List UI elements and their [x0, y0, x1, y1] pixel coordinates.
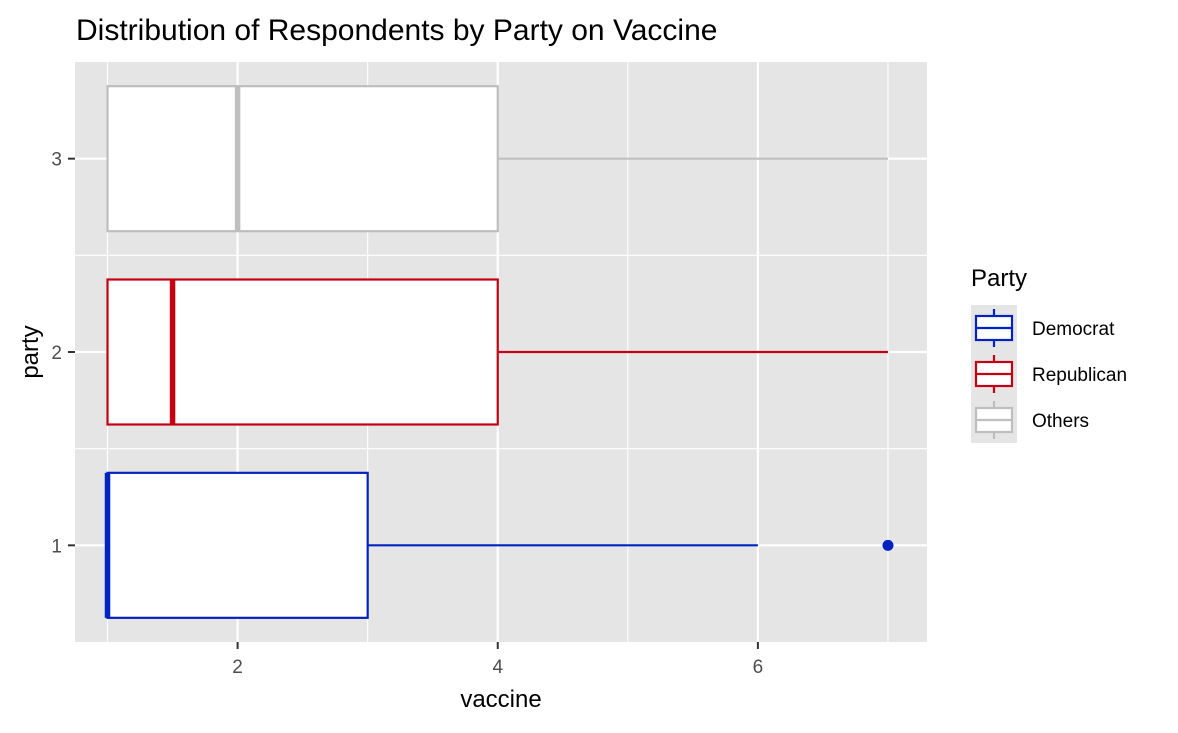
box-body	[106, 278, 499, 426]
y-axis-label: party	[17, 325, 44, 378]
legend-item-label: Republican	[1032, 365, 1127, 386]
legend-item-others: Others	[971, 397, 1089, 443]
legend-item-democrat: Democrat	[971, 305, 1115, 351]
box-republican	[106, 278, 888, 426]
x-tick-label: 2	[232, 657, 243, 678]
y-tick-label: 3	[51, 150, 62, 171]
chart-title: Distribution of Respondents by Party on …	[76, 14, 717, 47]
y-axis: 1 2 3	[51, 150, 75, 557]
legend: Party Democrat Republican Others	[971, 265, 1127, 443]
legend-item-label: Others	[1032, 411, 1089, 432]
outlier-point	[882, 539, 894, 551]
box-body	[106, 471, 369, 619]
legend-title: Party	[971, 265, 1027, 292]
legend-item-republican: Republican	[971, 351, 1127, 397]
box-group	[104, 85, 894, 619]
legend-items: Democrat Republican Others	[971, 305, 1127, 443]
y-tick-label: 1	[51, 536, 62, 557]
y-tick-label: 2	[51, 343, 62, 364]
box-body	[106, 85, 499, 233]
box-democrat	[104, 471, 894, 619]
x-tick-label: 6	[753, 657, 764, 678]
box-others	[106, 85, 888, 233]
x-axis: 2 4 6	[232, 642, 763, 678]
legend-item-label: Democrat	[1032, 319, 1115, 340]
x-tick-label: 4	[492, 657, 503, 678]
x-axis-label: vaccine	[460, 686, 541, 713]
